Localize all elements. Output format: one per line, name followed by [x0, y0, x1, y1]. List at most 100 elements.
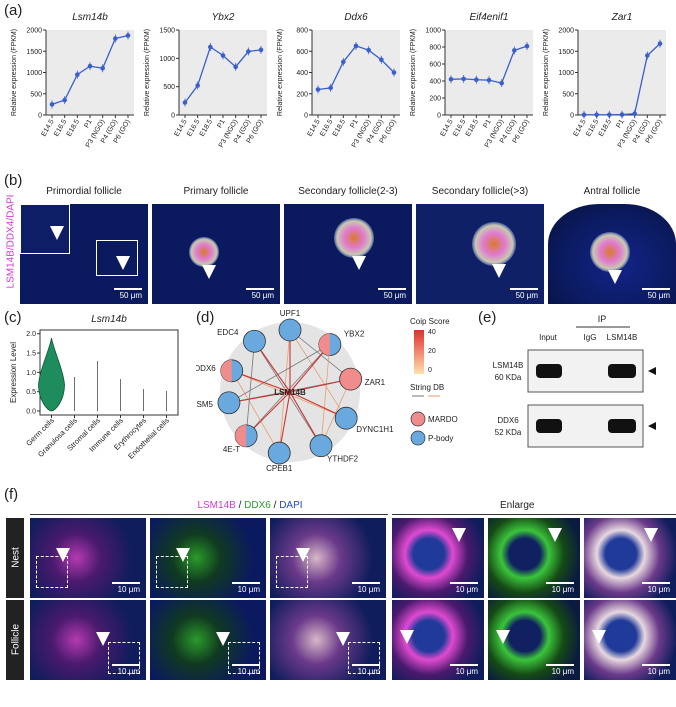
data-point — [220, 53, 226, 58]
header-dapi: DAPI — [279, 500, 303, 511]
y-tick-label: 2000 — [558, 28, 574, 35]
arrowhead-icon — [608, 270, 622, 284]
scale-bar: 10 μm — [546, 582, 574, 594]
data-point — [474, 77, 479, 83]
data-point — [607, 112, 612, 118]
y-tick-label: 0.0 — [26, 409, 36, 416]
zoom-box — [228, 642, 260, 674]
lane-label: IgG — [584, 333, 597, 342]
x-tick-label: E18.5 — [332, 118, 347, 137]
x-tick-label: Endothelial cells — [126, 416, 171, 461]
y-tick-label: 600 — [296, 49, 308, 56]
data-point — [208, 44, 213, 50]
y-tick-label: 2000 — [26, 28, 42, 35]
data-point — [499, 80, 504, 86]
colorbar-tick: 40 — [428, 329, 436, 336]
zoom-box — [348, 642, 380, 674]
scale-bar: 50 μm — [510, 288, 538, 300]
band-lsm14b — [608, 364, 636, 378]
scale-bar: 10 μm — [450, 664, 478, 676]
plot-area — [445, 30, 533, 115]
scale-bar: 10 μm — [232, 664, 260, 676]
node-pbody — [334, 406, 358, 430]
oocyte — [472, 222, 516, 266]
y-axis-label: Relative expression (FPKM) — [11, 29, 18, 116]
y-tick-label: 0 — [171, 113, 175, 120]
chart-ddx6: Ddx6 Relative expression (FPKM) 0 200 400 600… — [277, 12, 400, 149]
size-label: 52 KDa — [495, 428, 522, 437]
data-point — [195, 83, 200, 88]
arrowhead-icon — [116, 256, 130, 270]
scale-bar: 10 μm — [352, 582, 380, 594]
data-point — [657, 41, 663, 46]
network-edge — [231, 370, 280, 454]
oocyte — [189, 237, 219, 267]
band-lsm14b — [608, 419, 636, 433]
panel-label-c: (c) — [4, 309, 22, 326]
y-tick-label: 500 — [163, 84, 175, 91]
node-label: ZAR1 — [365, 378, 386, 387]
arrowhead-icon — [496, 630, 510, 644]
data-point — [379, 57, 384, 63]
panel-label-d: (d) — [196, 309, 215, 326]
y-tick-label: 0.5 — [26, 389, 36, 396]
data-point — [632, 111, 637, 117]
row-label-box: Follicle — [6, 600, 24, 680]
y-tick-label: 1500 — [26, 49, 42, 56]
data-point — [461, 76, 466, 82]
x-tick-label: E18.5 — [199, 118, 214, 137]
data-point — [233, 64, 238, 70]
chart-ybx2: Ybx2 Relative expression (FPKM) 0 500 1000 15… — [144, 12, 267, 149]
arrowhead-icon — [216, 632, 230, 646]
arrowhead-icon — [176, 548, 190, 562]
data-point — [512, 48, 517, 53]
arrowhead-icon — [592, 630, 606, 644]
node-label: YTHDF2 — [327, 455, 359, 464]
oocyte — [334, 218, 374, 258]
y-tick-label: 1.5 — [26, 351, 36, 358]
x-tick-label: P1 — [615, 118, 625, 129]
lane-label: Input — [539, 333, 558, 342]
y-tick-label: 2.0 — [26, 331, 36, 338]
row-label: Nest — [10, 547, 22, 568]
arrowhead-icon — [400, 630, 414, 644]
arrowhead-icon — [50, 226, 64, 240]
header-lsm14b: LSM14B — [197, 500, 236, 511]
micrograph: 10 μm — [150, 518, 266, 598]
colorbar-tick: 20 — [428, 348, 436, 355]
lane-label: LSM14B — [607, 333, 638, 342]
data-point — [87, 63, 93, 69]
network-edge — [289, 329, 347, 419]
scale-bar: 50 μm — [114, 288, 142, 300]
y-tick-label: 1500 — [558, 49, 574, 56]
data-point — [258, 47, 264, 53]
micrograph: 50 μm — [152, 204, 280, 304]
band-input — [536, 364, 562, 378]
data-point — [75, 72, 80, 77]
micrograph: 10 μm — [270, 518, 386, 598]
y-axis-label: Relative expression (FPKM) — [144, 29, 151, 116]
micrograph: 10 μm — [392, 518, 484, 598]
panel-f-enlarge-title: Enlarge — [500, 500, 535, 511]
arrowhead-icon — [336, 632, 350, 646]
panel-b-title: Secondary follicle(2-3) — [298, 186, 398, 197]
panel-d-network: UPF1 YBX2 ZAR1 DYNC1H1 YTHDF2 CPEB1 4E-T LSM5 DD… — [196, 310, 458, 473]
row-label: Follicle — [10, 623, 22, 656]
data-point — [486, 77, 492, 83]
data-point — [49, 102, 55, 107]
panel-b-title: Primordial follicle — [46, 186, 122, 197]
node-label: DDX6 — [196, 364, 216, 373]
micrograph: 10 μm — [488, 600, 580, 680]
panel-b-ylabel: LSM14B/DDX4/DAPI — [5, 194, 17, 289]
band-input — [536, 419, 562, 433]
node-both-half — [235, 424, 247, 447]
node-both-half — [318, 333, 330, 356]
data-point — [62, 97, 67, 103]
y-tick-label: 1.0 — [26, 370, 36, 377]
arrowhead-icon — [96, 632, 110, 646]
string-db-label: String DB — [410, 383, 444, 392]
network-edge — [320, 344, 331, 446]
node-pbody — [267, 441, 291, 465]
violin-germ-cells — [38, 337, 65, 412]
y-tick-label: 1000 — [558, 70, 574, 77]
